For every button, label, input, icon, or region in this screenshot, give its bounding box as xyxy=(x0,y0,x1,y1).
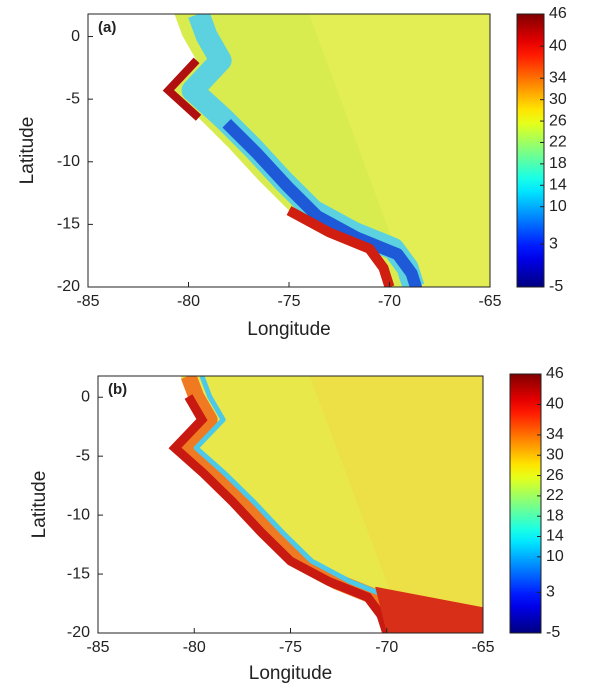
field xyxy=(168,376,483,633)
band-coast xyxy=(286,206,395,287)
x-tick-label: -75 xyxy=(277,293,300,310)
colorbar-tick-label: 3 xyxy=(546,584,555,601)
colorbar-tick-label: 46 xyxy=(546,365,564,382)
colorbar-tick-label: 26 xyxy=(549,112,567,129)
y-tick-label: -20 xyxy=(67,624,90,641)
x-tick-label: -70 xyxy=(375,639,398,656)
colorbar-tick-label: 3 xyxy=(549,235,558,252)
y-tick-label: -10 xyxy=(57,153,80,170)
y-tick-label: 0 xyxy=(81,388,90,405)
y-tick-label: -5 xyxy=(66,90,80,107)
colorbar-tick-label: 10 xyxy=(546,548,564,565)
colorbar xyxy=(509,373,542,634)
colorbar-tick-label: 18 xyxy=(549,155,567,172)
y-axis-label: Latitude xyxy=(29,471,50,539)
land-field-east xyxy=(309,14,490,287)
colorbar-tick-label: -5 xyxy=(549,278,563,295)
band-orange xyxy=(174,376,403,633)
x-axis-label: Longitude xyxy=(247,319,330,340)
y-tick-label: -5 xyxy=(76,447,90,464)
colorbar-tick-label: 40 xyxy=(549,37,567,54)
x-tick-label: -65 xyxy=(478,293,501,310)
field xyxy=(162,14,490,287)
band-blue xyxy=(222,118,423,287)
land-field-east xyxy=(309,376,483,633)
x-tick-label: -85 xyxy=(76,293,99,310)
colorbar-tick-label: 34 xyxy=(549,69,567,86)
band-coast xyxy=(168,394,392,633)
y-tick-label: -15 xyxy=(57,216,80,233)
colorbar-tick-label: 40 xyxy=(546,396,564,413)
colorbar-tick-label: -5 xyxy=(546,624,560,641)
y-tick-label: -15 xyxy=(67,565,90,582)
colorbar-tick-label: 30 xyxy=(549,91,567,108)
colorbar-tick-label: 46 xyxy=(549,5,567,22)
colorbar xyxy=(516,13,545,288)
x-axis-label: Longitude xyxy=(249,663,332,684)
panel-label: (a) xyxy=(98,19,116,36)
x-tick-label: -80 xyxy=(177,293,200,310)
x-tick-label: -75 xyxy=(279,639,302,656)
colorbar-tick-label: 22 xyxy=(546,487,564,504)
colorbar-tick-label: 22 xyxy=(549,134,567,151)
colorbar-tick-label: 14 xyxy=(546,528,564,545)
colorbar-tick-label: 10 xyxy=(549,198,567,215)
panel-label: (b) xyxy=(108,381,127,398)
colorbar-tick-label: 30 xyxy=(546,446,564,463)
colorbar-tick-label: 26 xyxy=(546,467,564,484)
y-tick-label: -20 xyxy=(57,278,80,295)
y-tick-label: -10 xyxy=(67,506,90,523)
colorbar-tick-label: 18 xyxy=(546,507,564,524)
x-tick-label: -85 xyxy=(86,639,109,656)
band-coast xyxy=(162,57,202,121)
x-tick-label: -70 xyxy=(378,293,401,310)
y-tick-label: 0 xyxy=(71,28,80,45)
x-tick-label: -65 xyxy=(471,639,494,656)
y-axis-label: Latitude xyxy=(17,117,38,185)
colorbar-tick-label: 14 xyxy=(549,177,567,194)
colorbar-tick-label: 34 xyxy=(546,426,564,443)
x-tick-label: -80 xyxy=(183,639,206,656)
south-red xyxy=(375,586,483,633)
